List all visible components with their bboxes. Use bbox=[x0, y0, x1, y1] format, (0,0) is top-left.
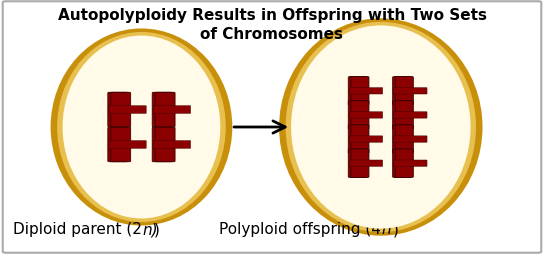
FancyBboxPatch shape bbox=[394, 160, 427, 166]
FancyBboxPatch shape bbox=[394, 88, 427, 94]
FancyBboxPatch shape bbox=[348, 125, 366, 153]
FancyBboxPatch shape bbox=[395, 101, 413, 129]
FancyBboxPatch shape bbox=[351, 77, 369, 105]
FancyBboxPatch shape bbox=[393, 101, 411, 129]
Text: Polyploid offspring (4: Polyploid offspring (4 bbox=[219, 222, 381, 237]
FancyBboxPatch shape bbox=[109, 140, 146, 148]
FancyBboxPatch shape bbox=[351, 125, 369, 153]
FancyBboxPatch shape bbox=[395, 149, 413, 177]
FancyBboxPatch shape bbox=[348, 101, 366, 129]
Text: ): ) bbox=[154, 222, 160, 237]
FancyBboxPatch shape bbox=[351, 101, 369, 129]
Text: Diploid parent (2: Diploid parent (2 bbox=[13, 222, 141, 237]
Ellipse shape bbox=[57, 32, 226, 222]
Ellipse shape bbox=[51, 28, 232, 226]
FancyBboxPatch shape bbox=[349, 112, 382, 118]
FancyBboxPatch shape bbox=[393, 77, 411, 105]
FancyBboxPatch shape bbox=[348, 77, 366, 105]
FancyBboxPatch shape bbox=[152, 92, 172, 127]
FancyBboxPatch shape bbox=[111, 92, 131, 127]
FancyBboxPatch shape bbox=[152, 127, 172, 162]
FancyBboxPatch shape bbox=[349, 88, 382, 94]
FancyBboxPatch shape bbox=[394, 136, 427, 142]
FancyBboxPatch shape bbox=[155, 92, 175, 127]
Ellipse shape bbox=[63, 36, 220, 218]
FancyBboxPatch shape bbox=[153, 140, 190, 148]
FancyBboxPatch shape bbox=[395, 125, 413, 153]
Ellipse shape bbox=[279, 18, 483, 236]
Text: ): ) bbox=[393, 222, 399, 237]
FancyBboxPatch shape bbox=[3, 1, 541, 253]
FancyBboxPatch shape bbox=[349, 160, 382, 166]
FancyBboxPatch shape bbox=[394, 112, 427, 118]
FancyBboxPatch shape bbox=[348, 149, 366, 177]
Text: n): n) bbox=[142, 222, 158, 237]
Text: Autopolyploidy Results in Offspring with Two Sets
of Chromosomes: Autopolyploidy Results in Offspring with… bbox=[58, 8, 486, 42]
FancyBboxPatch shape bbox=[111, 127, 131, 162]
Ellipse shape bbox=[291, 25, 471, 229]
FancyBboxPatch shape bbox=[109, 106, 146, 114]
FancyBboxPatch shape bbox=[108, 127, 128, 162]
Text: n: n bbox=[381, 222, 391, 237]
FancyBboxPatch shape bbox=[351, 149, 369, 177]
FancyBboxPatch shape bbox=[393, 125, 411, 153]
FancyBboxPatch shape bbox=[155, 127, 175, 162]
FancyBboxPatch shape bbox=[153, 106, 190, 114]
FancyBboxPatch shape bbox=[395, 77, 413, 105]
FancyBboxPatch shape bbox=[393, 149, 411, 177]
Ellipse shape bbox=[286, 22, 476, 232]
FancyBboxPatch shape bbox=[108, 92, 128, 127]
FancyBboxPatch shape bbox=[349, 136, 382, 142]
